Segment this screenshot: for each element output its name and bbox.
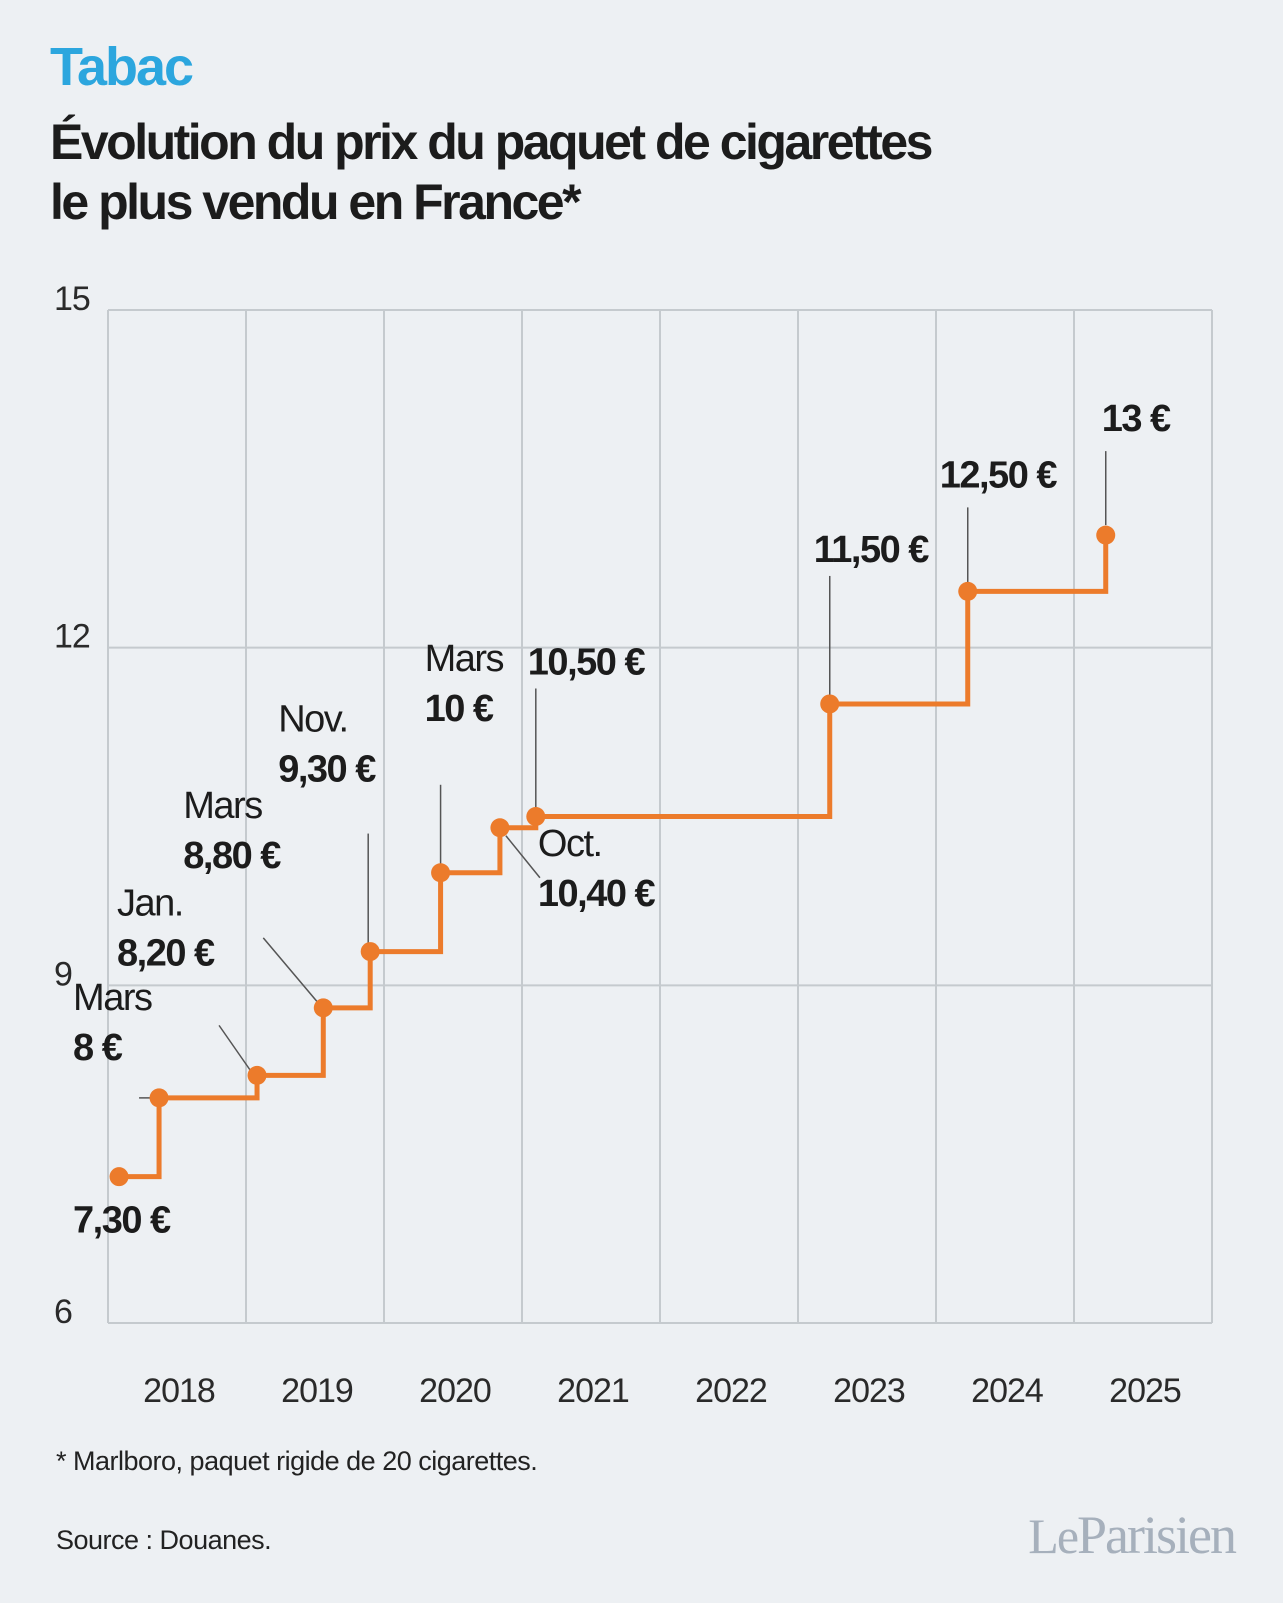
data-point (431, 863, 451, 883)
le-parisien-logo: LeParisien (1028, 1505, 1237, 1565)
x-tick-label: 2019 (281, 1372, 353, 1410)
data-point (1096, 525, 1116, 545)
point-label-month: Mars (425, 638, 504, 680)
x-tick-label: 2020 (419, 1372, 491, 1410)
kicker: Tabac (50, 37, 194, 97)
point-label-month: Mars (183, 785, 262, 827)
data-point (247, 1065, 267, 1085)
data-point (109, 1167, 129, 1187)
point-label-price: 13 € (1102, 398, 1171, 440)
point-label-price: 7,30 € (73, 1200, 171, 1242)
y-tick-label: 12 (54, 618, 90, 656)
x-tick-label: 2018 (143, 1372, 215, 1410)
leader-line (218, 1024, 252, 1072)
x-tick-label: 2021 (557, 1372, 629, 1410)
x-tick-label: 2025 (1109, 1372, 1181, 1410)
chart-title: Évolution du prix du paquet de cigarette… (50, 112, 1150, 232)
point-label-price: 8 € (73, 1027, 123, 1069)
title-line-2: le plus vendu en France* (50, 174, 582, 230)
y-tick-label: 9 (54, 955, 72, 993)
y-tick-label: 6 (54, 1293, 72, 1331)
x-tick-label: 2023 (833, 1372, 905, 1410)
leader-line (505, 835, 541, 879)
point-label-price: 10,50 € (528, 642, 646, 684)
data-point (526, 807, 546, 826)
point-label-month: Nov. (278, 699, 347, 741)
footnote: * Marlboro, paquet rigide de 20 cigarett… (56, 1446, 538, 1476)
point-label-price: 11,50 € (814, 529, 930, 571)
point-label-price: 8,80 € (183, 835, 281, 877)
data-point (820, 694, 840, 714)
point-label-price: 12,50 € (940, 454, 1058, 496)
source: Source : Douanes. (56, 1525, 272, 1555)
point-label-price: 10,40 € (538, 873, 656, 915)
point-label-price: 9,30 € (278, 749, 376, 791)
data-point (149, 1088, 169, 1108)
leader-line (262, 937, 318, 1003)
title-line-1: Évolution du prix du paquet de cigarette… (50, 114, 933, 170)
point-label-month: Mars (73, 977, 152, 1019)
data-point (958, 581, 978, 601)
point-label-price: 10 € (425, 688, 494, 730)
point-label-price: 8,20 € (117, 932, 215, 974)
data-point (490, 818, 510, 838)
x-tick-label: 2024 (971, 1372, 1043, 1410)
data-point (313, 998, 333, 1018)
x-tick-label: 2022 (695, 1372, 767, 1410)
data-point (360, 942, 380, 962)
point-label-month: Jan. (117, 882, 183, 924)
y-tick-label: 15 (54, 280, 90, 318)
point-label-month: Oct. (538, 823, 602, 865)
